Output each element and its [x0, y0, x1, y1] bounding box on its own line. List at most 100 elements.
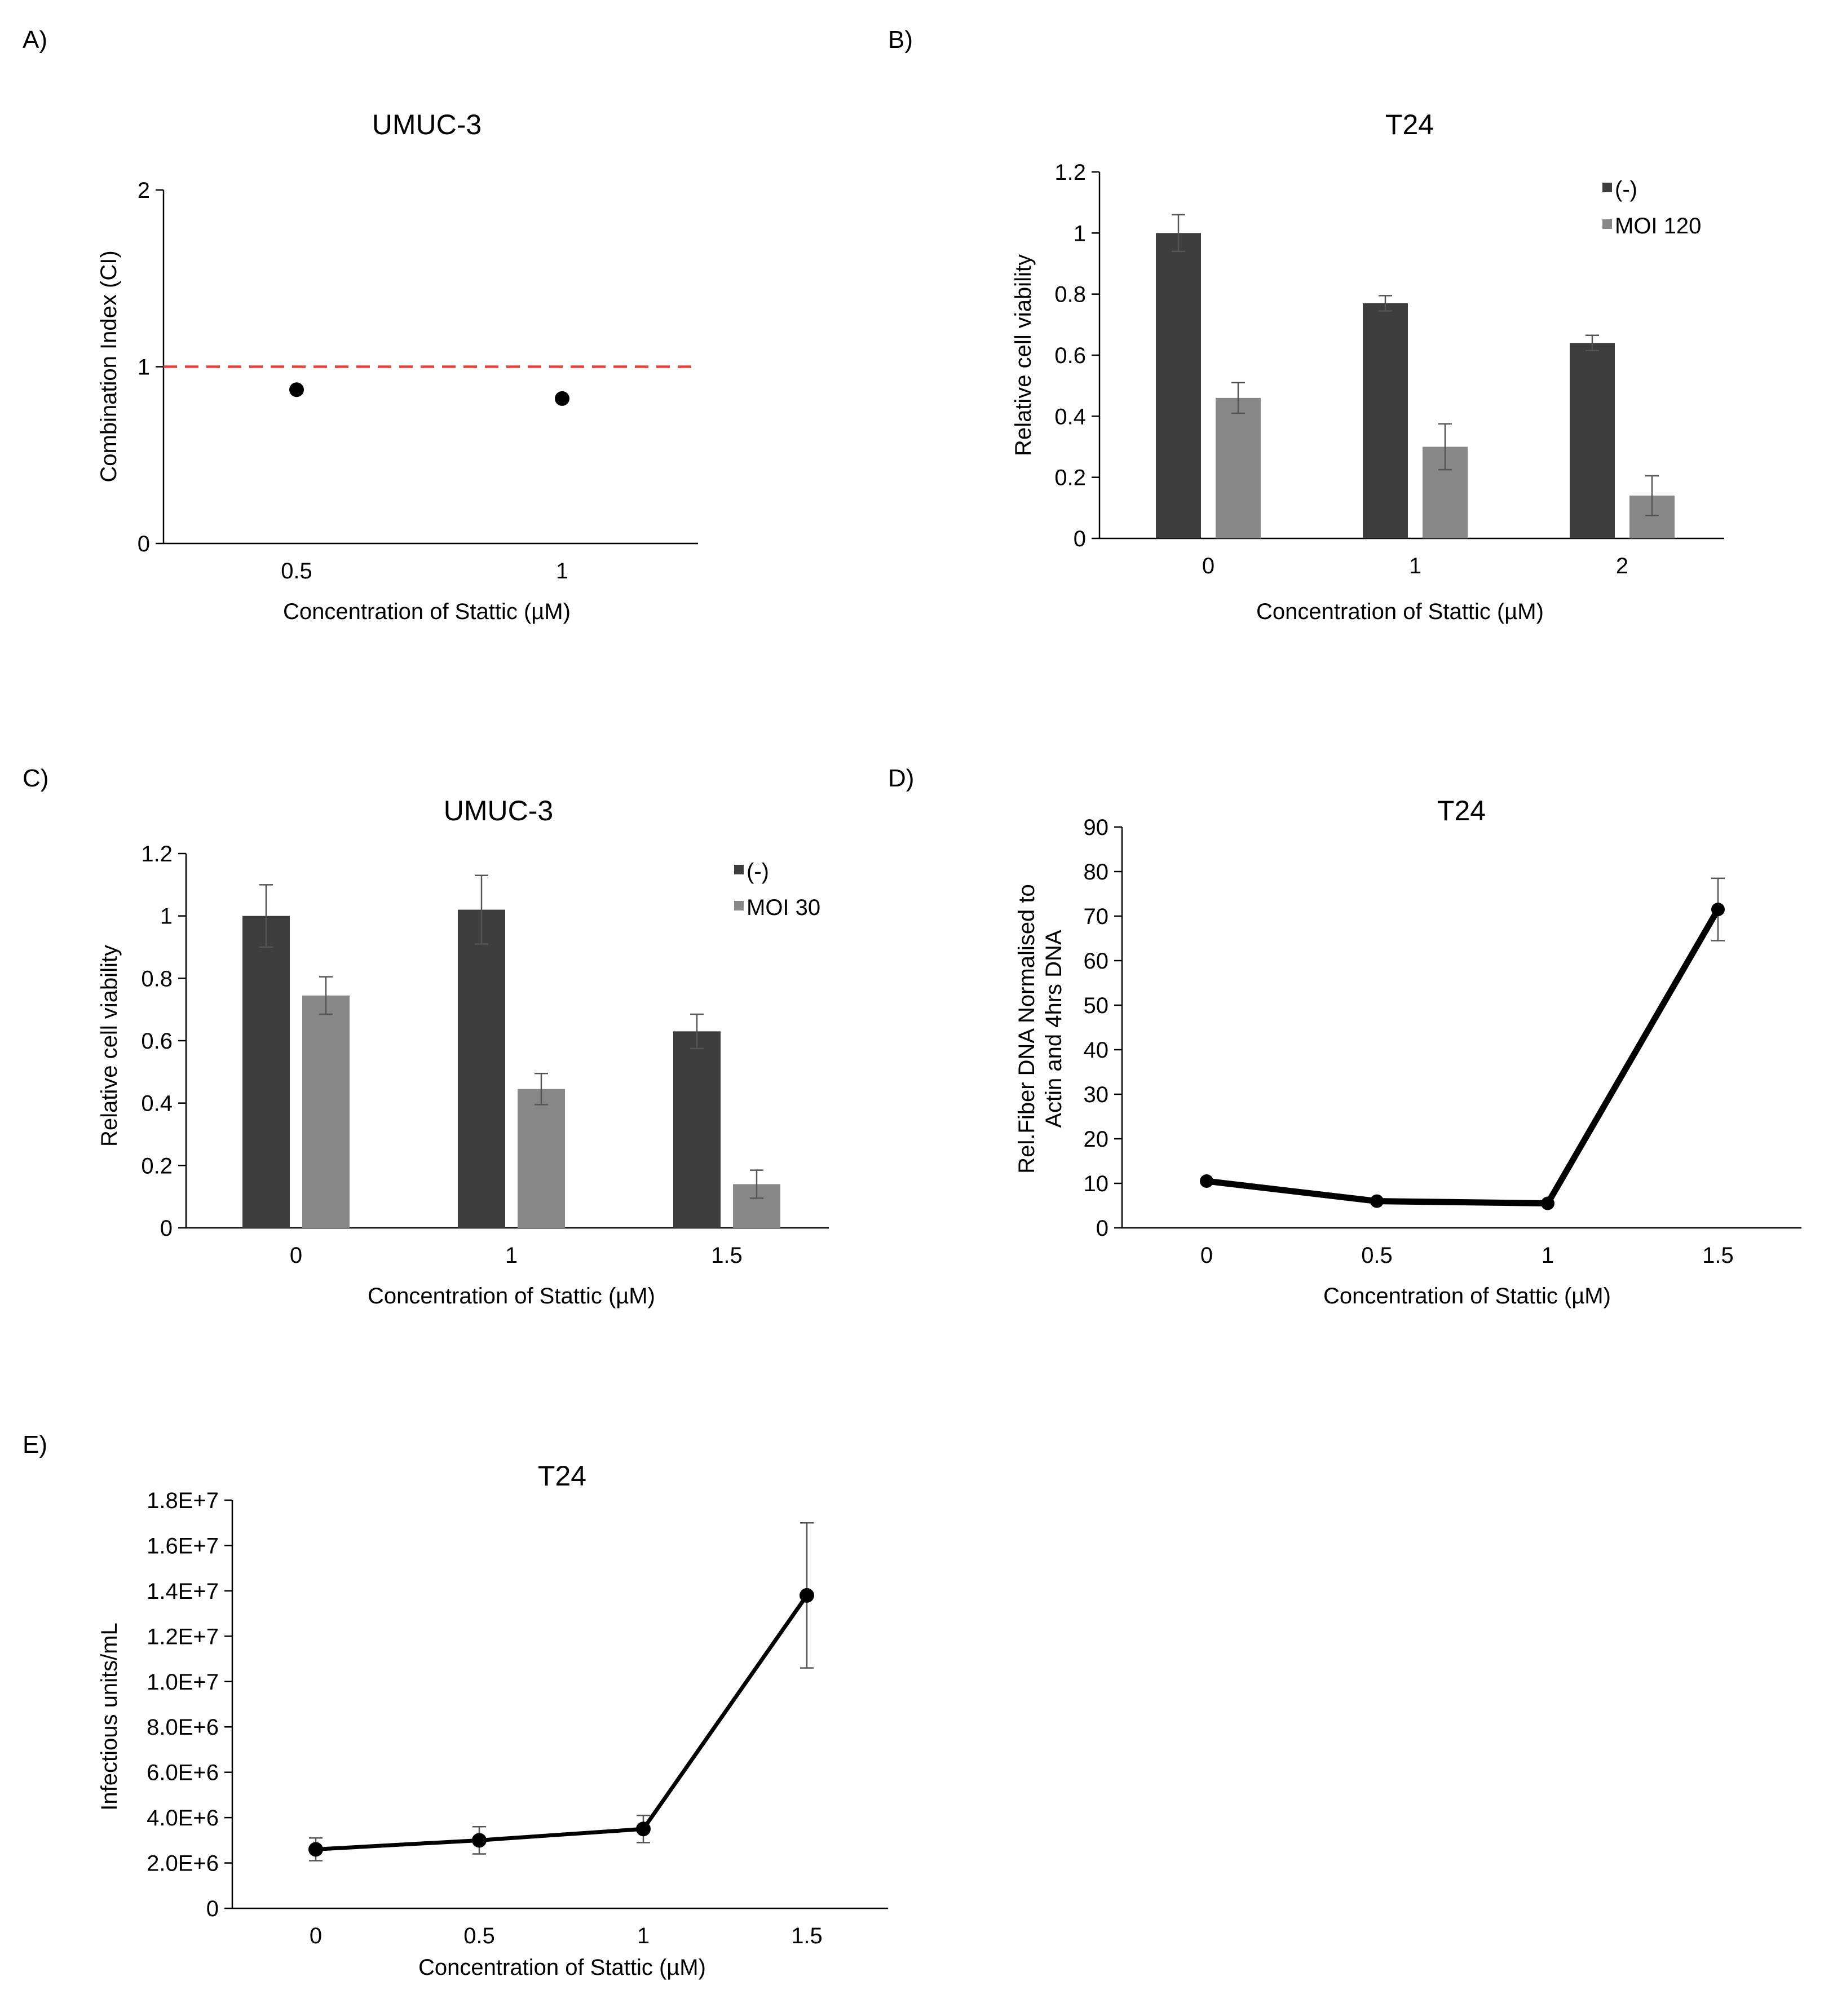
panel-d-x-tick-label: 1.5 — [1702, 1243, 1734, 1268]
panel-d: D) T24 Concentration of Stattic (µM) Rel… — [888, 764, 1801, 1308]
panel-c-bar-control — [458, 909, 505, 1228]
panel-e-y-axis-label: Infectious units/mL — [97, 1622, 122, 1811]
panel-d-y-tick-label: 40 — [1084, 1038, 1109, 1063]
panel-e-y-tick-label: 0 — [206, 1896, 219, 1921]
panel-b-y-tick-label: 0.4 — [1054, 404, 1086, 429]
panel-d-y-tick-label: 80 — [1084, 860, 1109, 885]
panel-d-y-tick-label: 30 — [1084, 1082, 1109, 1107]
panel-e-x-tick-label: 0 — [310, 1924, 322, 1948]
panel-a-y-axis-label: Combination Index (CI) — [96, 250, 121, 482]
panel-c: C) UMUC-3 Concentration of Stattic (µM) … — [23, 764, 829, 1308]
panel-e-x-tick-label: 1.5 — [791, 1924, 823, 1948]
panel-c-bar-moi — [518, 1089, 565, 1228]
panel-a-plot: 0 1 2 0.5 1 — [138, 178, 698, 583]
panel-c-legend-label-2: MOI 30 — [747, 895, 820, 920]
panel-d-data-point — [1711, 903, 1725, 917]
panel-e-label: E) — [23, 1431, 47, 1458]
panel-d-y-axis-label: Rel.Fiber DNA Normalised to Actin and 4h… — [1014, 884, 1066, 1174]
panel-e-data-point — [472, 1833, 487, 1848]
panel-a-y-tick-label: 0 — [138, 532, 150, 556]
panel-b-plot: 0 0.2 0.4 0.6 0.8 1 1.2 0 1 2 — [1054, 160, 1724, 578]
panel-a-x-tick-label: 0.5 — [281, 559, 312, 583]
panel-d-y-tick-label: 0 — [1096, 1216, 1108, 1241]
panel-b-y-tick-label: 1 — [1074, 221, 1086, 246]
panel-b-y-axis-label: Relative cell viability — [1011, 254, 1036, 456]
panel-b-bar-control — [1363, 303, 1408, 538]
panel-a-x-tick-label: 1 — [556, 559, 568, 583]
panel-b-y-tick-label: 0 — [1074, 527, 1086, 551]
panel-a-label: A) — [23, 26, 47, 54]
panel-e-data-point — [308, 1842, 323, 1857]
panel-b-legend-swatch-2 — [1602, 219, 1612, 229]
panel-d-x-axis-label: Concentration of Stattic (µM) — [1323, 1284, 1611, 1308]
panel-d-x-tick-label: 1 — [1542, 1243, 1554, 1268]
panel-b-bar-control — [1570, 343, 1615, 538]
panel-c-bar-control — [242, 916, 290, 1228]
panel-e-x-axis-label: Concentration of Stattic (µM) — [418, 1955, 706, 1980]
panel-b-y-tick-label: 0.6 — [1054, 343, 1086, 368]
panel-c-x-axis-label: Concentration of Stattic (µM) — [368, 1284, 655, 1308]
panel-a-data-point — [555, 391, 569, 406]
panel-d-x-tick-label: 0 — [1200, 1243, 1213, 1268]
panel-c-x-tick-label: 1 — [505, 1243, 518, 1268]
panel-b-label: B) — [888, 26, 913, 54]
panel-b-y-tick-label: 0.8 — [1054, 282, 1086, 307]
panel-d-plot: 0 10 20 30 40 50 60 70 80 90 0 0.5 1 1.5 — [1084, 815, 1801, 1268]
panel-e-x-tick-label: 0.5 — [463, 1924, 495, 1948]
panel-e-y-tick-label: 2.0E+6 — [147, 1851, 219, 1876]
panel-d-label: D) — [888, 764, 914, 792]
panel-c-y-tick-label: 0 — [160, 1216, 173, 1241]
panel-c-legend-swatch-1 — [734, 865, 744, 874]
panel-e-y-tick-label: 1.2E+7 — [147, 1624, 219, 1649]
panel-b: B) T24 Concentration of Stattic (µM) Rel… — [888, 26, 1724, 624]
panel-d-y-tick-label: 50 — [1084, 993, 1109, 1018]
panel-d-x-tick-label: 0.5 — [1361, 1243, 1393, 1268]
panel-c-plot: 0 0.2 0.4 0.6 0.8 1 1.2 0 1 1.5 — [141, 842, 829, 1268]
panel-a-x-axis-label: Concentration of Stattic (µM) — [283, 599, 571, 624]
panel-e-plot: 0 2.0E+6 4.0E+6 6.0E+6 8.0E+6 1.0E+7 1.2E+7 1.4… — [147, 1488, 888, 1948]
panel-a-y-tick-label: 1 — [138, 355, 150, 380]
panel-b-title: T24 — [1385, 109, 1434, 140]
panel-d-data-point — [1370, 1194, 1384, 1208]
panel-b-x-axis-label: Concentration of Stattic (µM) — [1256, 599, 1544, 624]
panel-d-y-axis-label-line-2: Actin and 4hrs DNA — [1041, 930, 1066, 1128]
panel-d-data-point — [1541, 1196, 1554, 1210]
panel-e-y-tick-label: 8.0E+6 — [147, 1715, 219, 1740]
panel-d-y-axis-label-line-1: Rel.Fiber DNA Normalised to — [1014, 884, 1039, 1174]
panel-e-y-tick-label: 1.0E+7 — [147, 1670, 219, 1695]
panel-e-data-point — [636, 1822, 651, 1837]
panel-e: E) T24 Concentration of Stattic (µM) Inf… — [23, 1431, 888, 1980]
panel-e-series-line — [315, 1594, 809, 1851]
panel-c-x-tick-label: 1.5 — [711, 1243, 743, 1268]
panel-b-bar-control — [1156, 233, 1201, 538]
panel-d-y-tick-label: 70 — [1084, 904, 1109, 929]
panel-e-y-tick-label: 6.0E+6 — [147, 1761, 219, 1785]
panel-c-bar-control — [673, 1031, 721, 1228]
panel-e-y-tick-label: 1.6E+7 — [147, 1533, 219, 1558]
panel-b-x-tick-label: 2 — [1616, 554, 1628, 578]
panel-b-y-tick-label: 1.2 — [1054, 160, 1086, 185]
panel-c-legend: (-) MOI 30 — [734, 859, 820, 920]
panel-d-series-line — [1206, 908, 1721, 1207]
panel-e-y-tick-label: 1.4E+7 — [147, 1579, 219, 1604]
panel-c-y-tick-label: 0.8 — [141, 966, 173, 991]
panel-c-y-tick-label: 0.6 — [141, 1029, 173, 1054]
panel-d-title: T24 — [1437, 795, 1486, 826]
panel-d-y-tick-label: 10 — [1084, 1171, 1109, 1196]
panel-b-x-tick-label: 1 — [1409, 554, 1421, 578]
panel-c-y-tick-label: 1 — [160, 904, 173, 929]
panel-c-y-tick-label: 0.4 — [141, 1091, 173, 1116]
panel-a: A) UMUC-3 Concentration of Stattic (µM) … — [23, 26, 698, 624]
panel-b-bar-moi — [1216, 397, 1261, 538]
panel-b-x-tick-label: 0 — [1202, 554, 1214, 578]
panel-b-legend-label-2: MOI 120 — [1615, 214, 1701, 238]
panel-c-legend-swatch-2 — [734, 901, 744, 910]
panel-e-y-tick-label: 4.0E+6 — [147, 1806, 219, 1831]
panel-e-data-point — [800, 1588, 814, 1603]
panel-d-y-tick-label: 60 — [1084, 949, 1109, 974]
panel-b-legend: (-) MOI 120 — [1602, 177, 1701, 238]
panel-b-y-tick-label: 0.2 — [1054, 466, 1086, 490]
panel-c-title: UMUC-3 — [444, 795, 553, 826]
panel-d-data-point — [1200, 1174, 1213, 1188]
